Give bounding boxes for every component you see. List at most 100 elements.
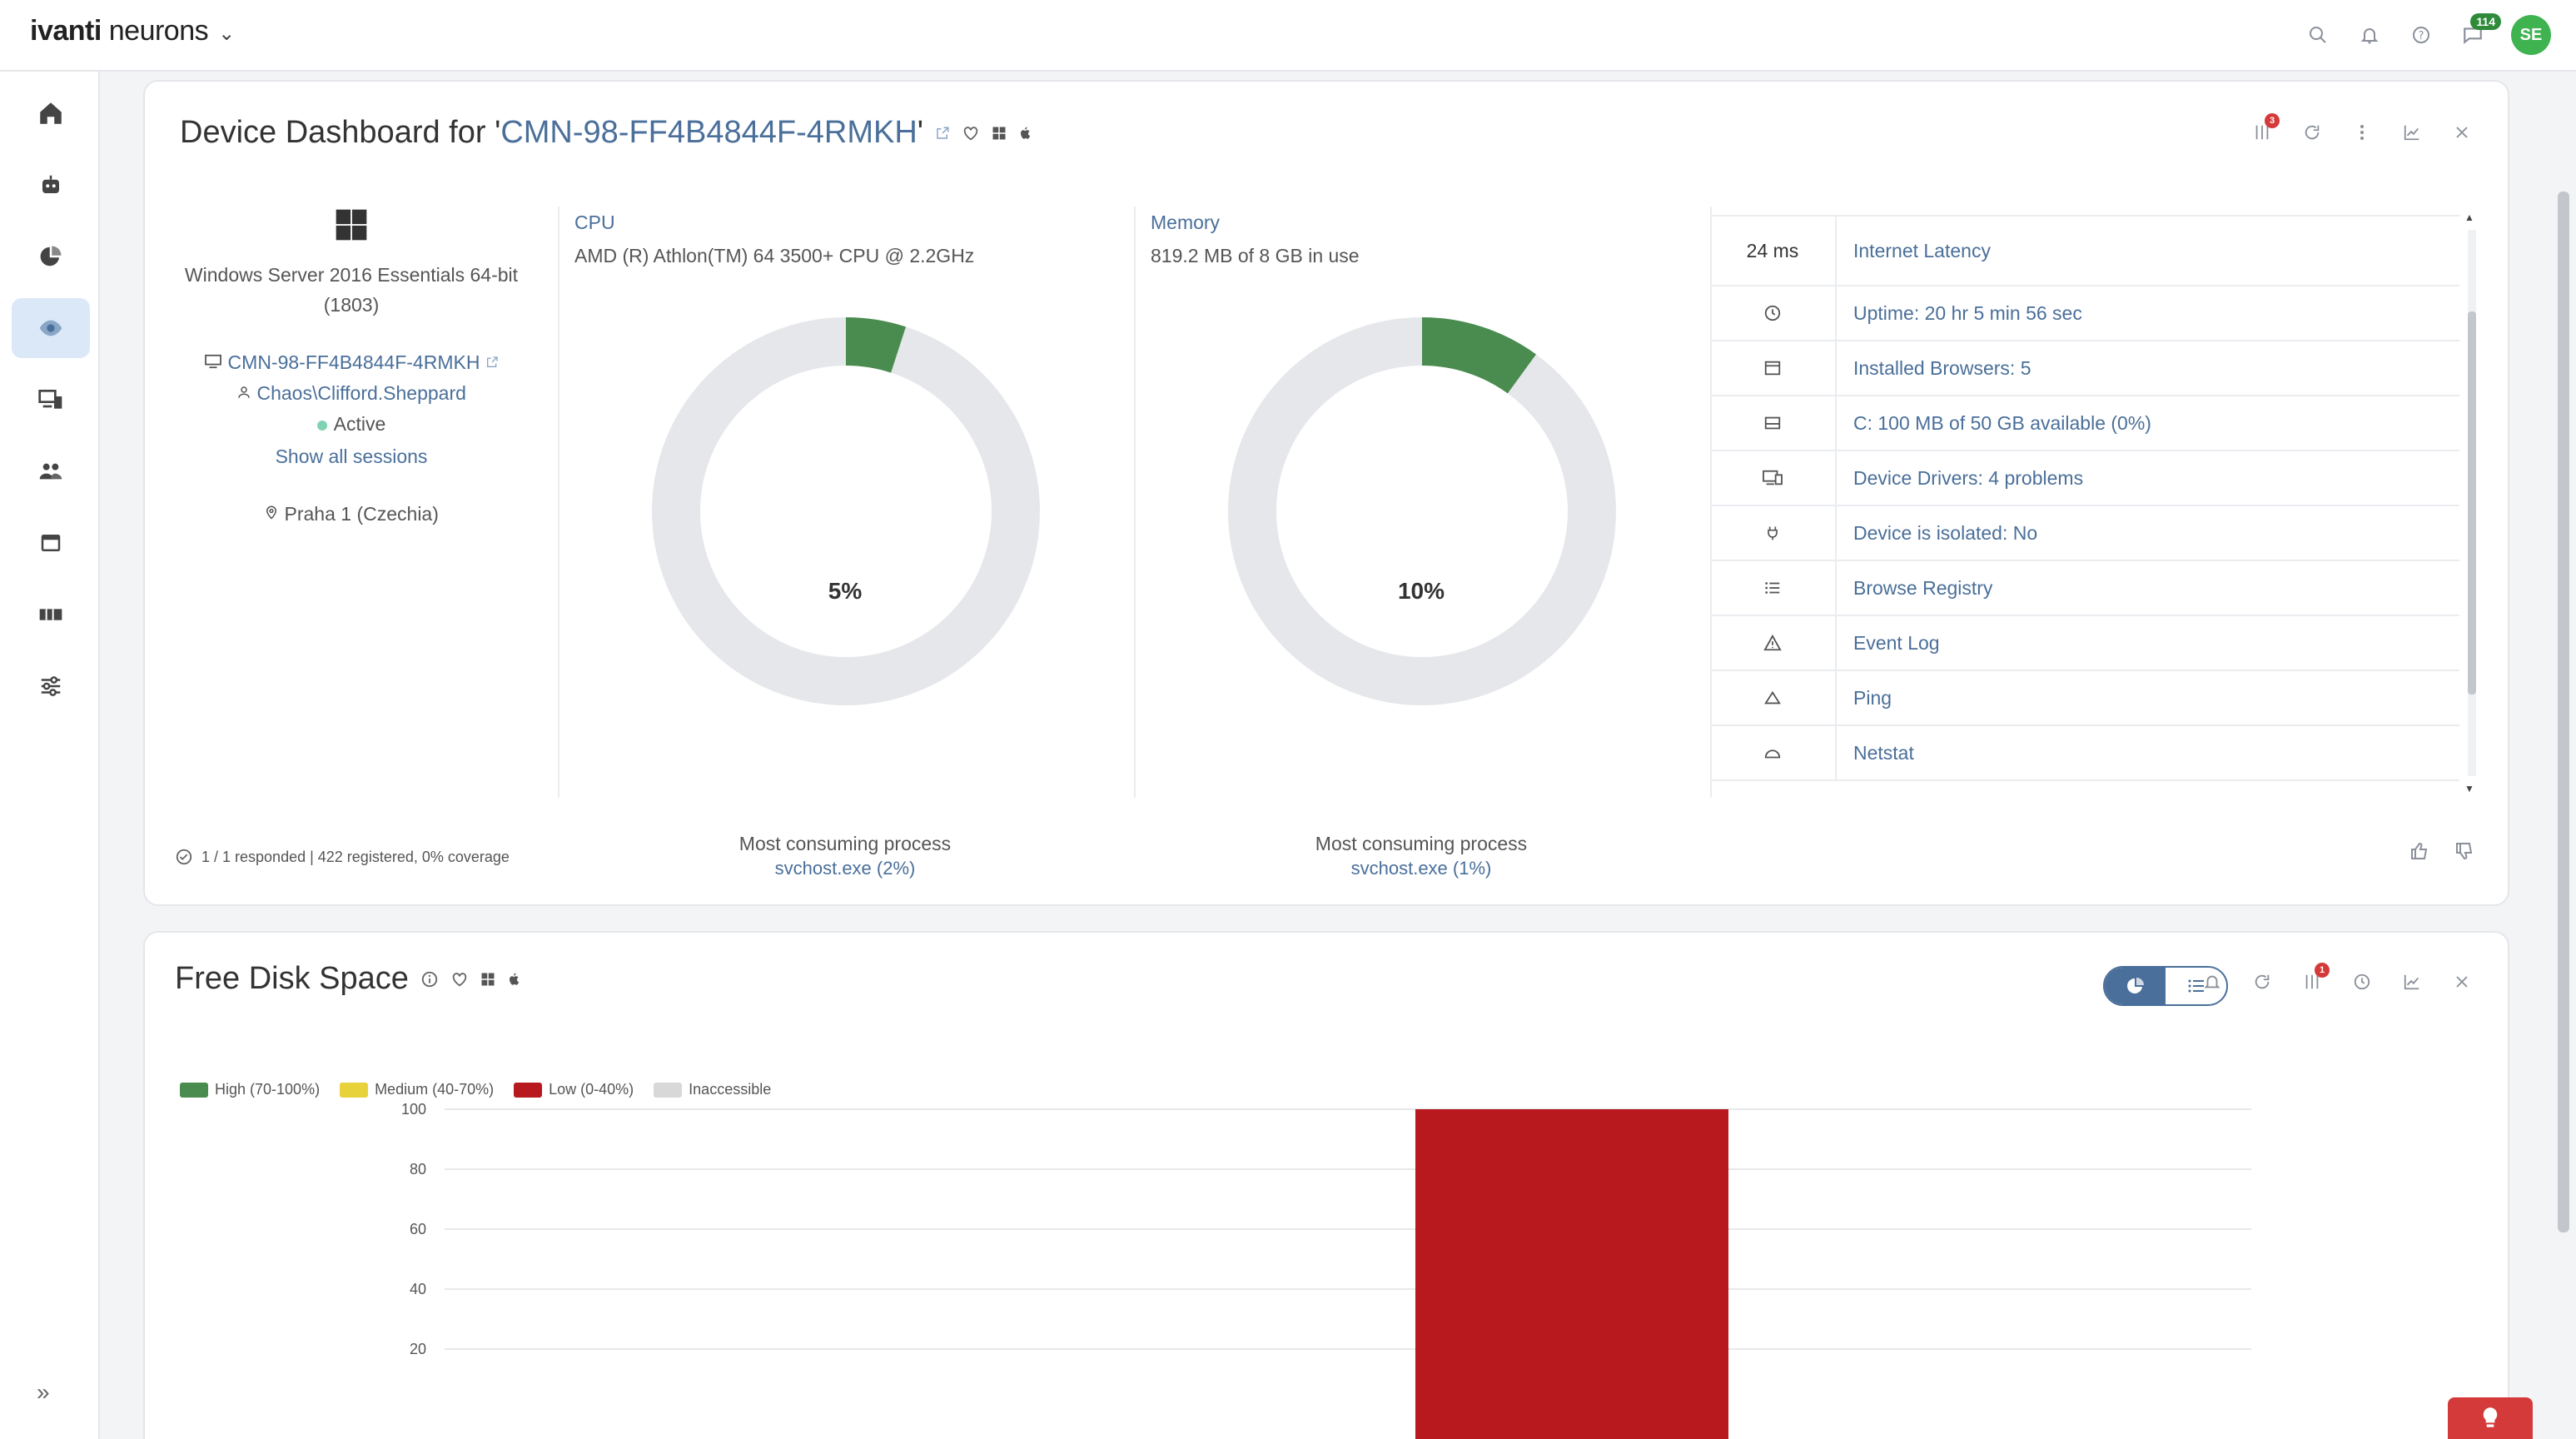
page-scroll-thumb <box>2558 192 2569 1232</box>
device-info-panel: Windows Server 2016 Essentials 64-bit (1… <box>145 207 558 525</box>
filter-count-badge: 1 <box>2315 963 2330 978</box>
action-row-disk[interactable]: C: 100 MB of 50 GB available (0%) <box>1710 396 2459 451</box>
refresh-icon[interactable] <box>2250 969 2275 994</box>
y-tick-label: 80 <box>410 1161 426 1178</box>
free-disk-space-card: Free Disk Space 1 High (70-100%) Medium (… <box>143 931 2509 1439</box>
search-icon[interactable] <box>2305 22 2331 48</box>
list-icon <box>2188 979 2204 993</box>
device-host-link[interactable]: CMN-98-FF4B4844F-4RMKH <box>500 115 918 150</box>
pie-chart-icon <box>40 246 62 266</box>
cpu-gauge <box>652 317 1040 705</box>
y-tick-label: 40 <box>410 1281 426 1297</box>
close-icon[interactable] <box>2449 969 2474 994</box>
thumbs-down-icon[interactable] <box>2454 841 2474 865</box>
top-bar: ivanti neurons ⌄ ? 114 SE <box>0 0 2576 72</box>
action-row-latency[interactable]: 24 ms Internet Latency <box>1710 217 2459 286</box>
user-link[interactable]: Chaos\Clifford.Sheppard <box>145 382 558 405</box>
windows-logo-icon <box>145 207 558 248</box>
chart-view-button[interactable] <box>2105 968 2166 1004</box>
memory-gauge <box>1228 317 1616 705</box>
bell-icon[interactable] <box>2200 969 2225 994</box>
windows-icon <box>480 972 495 987</box>
memory-gauge-track <box>1228 317 1616 705</box>
sidebar-item-settings[interactable] <box>12 656 90 716</box>
action-row-registry[interactable]: Browse Registry <box>1710 561 2459 616</box>
show-sessions-link[interactable]: Show all sessions <box>275 446 428 467</box>
schedule-clock-icon[interactable] <box>2350 969 2375 994</box>
apple-icon <box>1018 126 1033 141</box>
action-row-event-log[interactable]: Event Log <box>1710 616 2459 671</box>
cpu-process-label: Most consuming process <box>738 833 952 854</box>
legend-item[interactable]: Medium (40-70%) <box>340 1081 494 1098</box>
legend-label: Low (0-40%) <box>549 1081 634 1098</box>
trend-chart-icon[interactable] <box>2399 969 2424 994</box>
bar-low <box>1415 1109 1728 1439</box>
devices-icon <box>38 390 62 409</box>
device-dashboard-card: Device Dashboard for 'CMN-98-FF4B4844F-4… <box>143 80 2509 906</box>
action-row-drivers[interactable]: Device Drivers: 4 problems <box>1710 451 2459 506</box>
device-dashboard-title: Device Dashboard for 'CMN-98-FF4B4844F-4… <box>180 115 1033 151</box>
sidebar: » <box>0 72 100 1439</box>
notification-count-badge: 114 <box>2470 13 2501 30</box>
pie-chart-icon <box>2126 978 2144 993</box>
action-row-netstat[interactable]: Netstat <box>1710 726 2459 781</box>
cpu-percent: 5% <box>828 578 863 604</box>
bell-icon[interactable] <box>2356 22 2383 48</box>
memory-title: Memory <box>1151 212 1221 233</box>
messages-icon[interactable]: 114 <box>2459 13 2501 48</box>
action-row-uptime[interactable]: Uptime: 20 hr 5 min 56 sec <box>1710 286 2459 341</box>
clock-icon <box>1710 286 1837 340</box>
trend-chart-icon[interactable] <box>2399 120 2424 145</box>
refresh-icon[interactable] <box>2300 120 2325 145</box>
scroll-down-icon: ▼ <box>2464 783 2474 794</box>
memory-process-link[interactable]: svchost.exe (1%) <box>1350 858 1492 879</box>
user-avatar[interactable]: SE <box>2511 15 2551 55</box>
sidebar-item-users[interactable] <box>12 441 90 501</box>
more-options-icon[interactable] <box>2350 120 2375 145</box>
thumbs-up-icon[interactable] <box>2409 841 2429 865</box>
legend-item[interactable]: Low (0-40%) <box>514 1081 634 1098</box>
ping-icon <box>1710 671 1837 724</box>
legend-item[interactable]: High (70-100%) <box>180 1081 320 1098</box>
disk-icon <box>1710 396 1837 450</box>
hostname-link[interactable]: CMN-98-FF4B4844F-4RMKH <box>145 351 558 374</box>
sliders-icon <box>41 676 61 696</box>
sidebar-item-insights[interactable] <box>12 298 90 358</box>
chart-view-toggle <box>2103 966 2228 1006</box>
actions-scrollbar[interactable]: ▲ ▼ <box>2461 212 2481 794</box>
y-tick-label: 60 <box>410 1221 426 1237</box>
filter-icon[interactable]: 3 <box>2250 113 2280 145</box>
sidebar-item-home[interactable] <box>12 83 90 143</box>
legend-item[interactable]: Inaccessible <box>654 1081 771 1098</box>
favorite-heart-icon[interactable] <box>450 970 469 988</box>
action-row-ping[interactable]: Ping <box>1710 671 2459 726</box>
cpu-panel: CPU AMD (R) Athlon(TM) 64 3500+ CPU @ 2.… <box>558 212 1132 879</box>
sidebar-item-bots[interactable] <box>12 155 90 215</box>
memory-panel: Memory 819.2 MB of 8 GB in use 10% Most … <box>1134 212 1708 879</box>
sidebar-item-reports[interactable] <box>12 227 90 286</box>
home-icon <box>40 102 62 124</box>
favorite-heart-icon[interactable] <box>962 124 980 142</box>
os-name: Windows Server 2016 Essentials 64-bit (1… <box>184 264 519 316</box>
external-link-icon <box>486 356 498 367</box>
free-disk-space-chart: 20 40 60 80 100 <box>401 1101 2251 1439</box>
help-lightbulb-button[interactable] <box>2448 1397 2533 1439</box>
cpu-process-link[interactable]: svchost.exe (2%) <box>774 858 916 879</box>
close-icon[interactable] <box>2449 120 2474 145</box>
page-scrollbar[interactable] <box>2554 75 2573 1439</box>
sidebar-item-tickets[interactable] <box>12 585 90 645</box>
filter-icon[interactable]: 1 <box>2300 963 2330 994</box>
y-tick-label: 100 <box>401 1101 426 1118</box>
help-icon[interactable]: ? <box>2408 22 2434 48</box>
sidebar-item-workspaces[interactable] <box>12 513 90 573</box>
action-row-browsers[interactable]: Installed Browsers: 5 <box>1710 341 2459 396</box>
app-switcher[interactable]: ivanti neurons ⌄ <box>30 15 235 47</box>
window-icon <box>41 535 61 551</box>
expand-sidebar-icon[interactable]: » <box>37 1379 50 1405</box>
external-link-icon[interactable] <box>935 126 950 141</box>
info-icon[interactable] <box>420 970 439 988</box>
action-row-isolated[interactable]: Device is isolated: No <box>1710 506 2459 561</box>
check-circle-icon <box>176 849 192 865</box>
sidebar-item-devices[interactable] <box>12 370 90 430</box>
eye-icon <box>39 320 62 336</box>
